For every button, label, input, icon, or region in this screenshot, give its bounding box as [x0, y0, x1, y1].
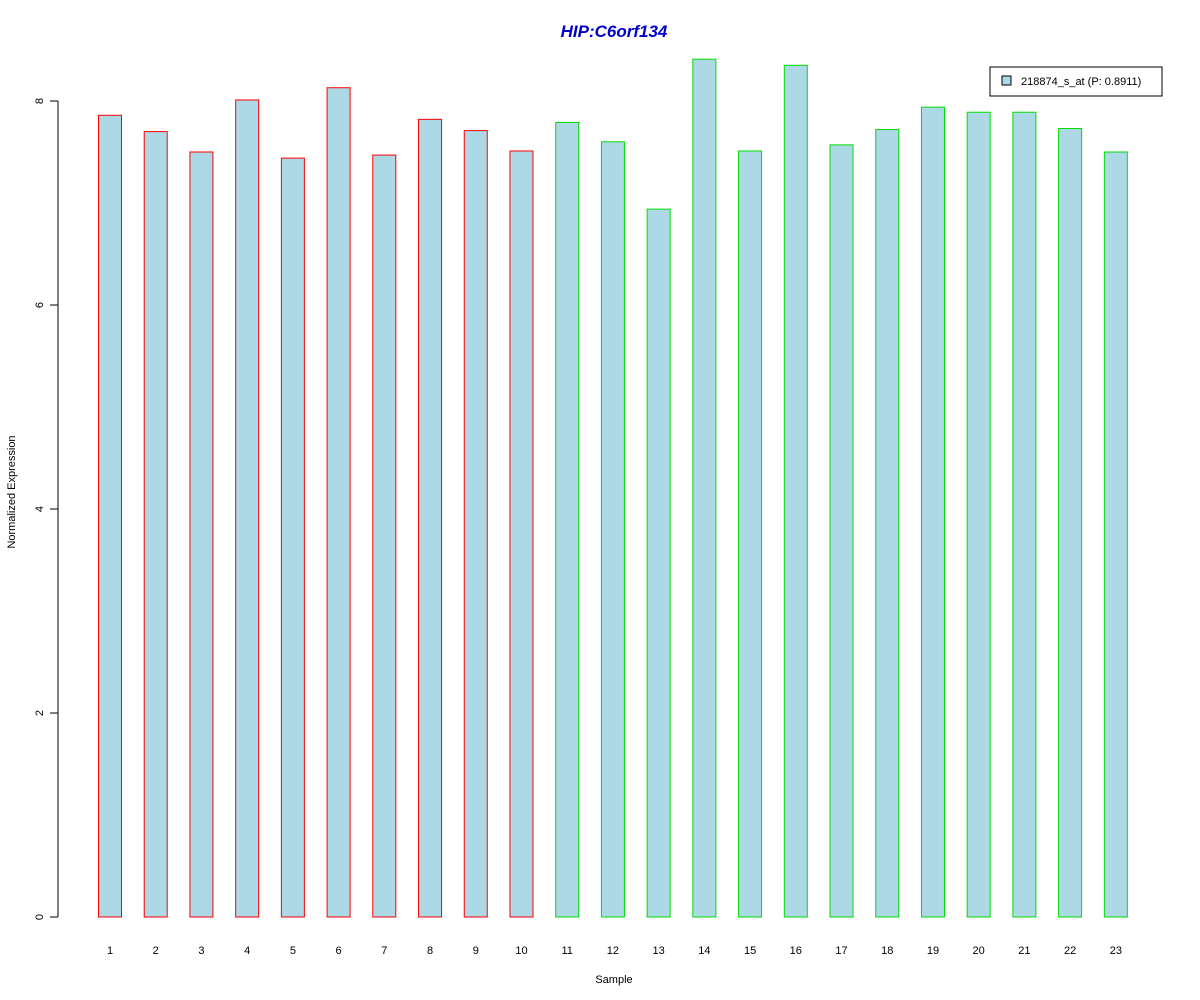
bar-sample-19 [920, 106, 945, 918]
chart-title: HIP:C6orf134 [561, 22, 668, 41]
x-tick-label: 15 [744, 945, 756, 957]
x-tick-label: 6 [336, 945, 342, 957]
bar-sample-5 [280, 157, 305, 918]
bar-sample-12 [600, 141, 625, 918]
x-tick-label: 2 [153, 945, 159, 957]
x-tick-label: 12 [607, 945, 619, 957]
x-tick-label: 9 [473, 945, 479, 957]
bar-sample-22 [1058, 128, 1083, 918]
x-tick-label: 1 [107, 945, 113, 957]
legend-swatch [1001, 75, 1012, 86]
bar-sample-10 [509, 150, 534, 918]
y-tick-label: 6 [34, 302, 46, 308]
x-tick-label: 10 [515, 945, 527, 957]
bar-sample-1 [98, 114, 122, 918]
bar-sample-17 [829, 144, 854, 918]
bar-sample-15 [738, 150, 763, 918]
x-tick-label: 17 [835, 945, 847, 957]
bar-sample-23 [1103, 151, 1128, 918]
y-tick-label: 0 [34, 914, 46, 920]
legend: 218874_s_at (P: 0.8911) [989, 66, 1163, 97]
bar-sample-14 [692, 58, 717, 918]
x-tick-label: 19 [927, 945, 939, 957]
x-tick-label: 5 [290, 945, 296, 957]
x-tick-label: 16 [790, 945, 802, 957]
bar-sample-3 [189, 151, 214, 918]
bar-sample-16 [783, 64, 808, 918]
x-tick-label: 11 [561, 945, 572, 957]
legend-entry: 218874_s_at (P: 0.8911) [1021, 76, 1141, 88]
legend-box [989, 66, 1163, 97]
x-axis-label: Sample [595, 974, 632, 986]
y-tick-label: 4 [34, 506, 46, 512]
y-axis-label: Normalized Expression [6, 435, 18, 548]
bar-sample-7 [372, 154, 397, 918]
x-tick-label: 20 [973, 945, 985, 957]
x-tick-label: 7 [381, 945, 387, 957]
x-tick-label: 14 [698, 945, 710, 957]
x-axis: 1 2 3 4 5 6 7 8 9 10 11 12 13 14 15 16 17 18 19 20 21 22 23 [107, 945, 1122, 957]
bar-sample-21 [1012, 111, 1037, 918]
bar-sample-9 [463, 130, 488, 918]
y-tick-label: 8 [34, 98, 46, 104]
y-tick-label: 2 [34, 710, 46, 716]
y-axis: 0 2 4 6 8 [34, 98, 59, 920]
bar-sample-20 [966, 111, 991, 918]
x-tick-label: 4 [244, 945, 250, 957]
x-tick-label: 3 [198, 945, 204, 957]
x-tick-label: 8 [427, 945, 433, 957]
bars [98, 58, 1128, 918]
bar-sample-4 [235, 99, 260, 918]
x-tick-label: 23 [1110, 945, 1122, 957]
x-tick-label: 18 [881, 945, 893, 957]
bar-sample-2 [143, 131, 168, 918]
bar-sample-11 [555, 121, 580, 918]
x-tick-label: 21 [1018, 945, 1030, 957]
bar-sample-13 [646, 208, 671, 918]
bar-sample-6 [326, 87, 351, 918]
x-tick-label: 22 [1064, 945, 1076, 957]
x-tick-label: 13 [653, 945, 665, 957]
bar-sample-18 [875, 129, 900, 918]
bar-sample-8 [418, 118, 443, 918]
